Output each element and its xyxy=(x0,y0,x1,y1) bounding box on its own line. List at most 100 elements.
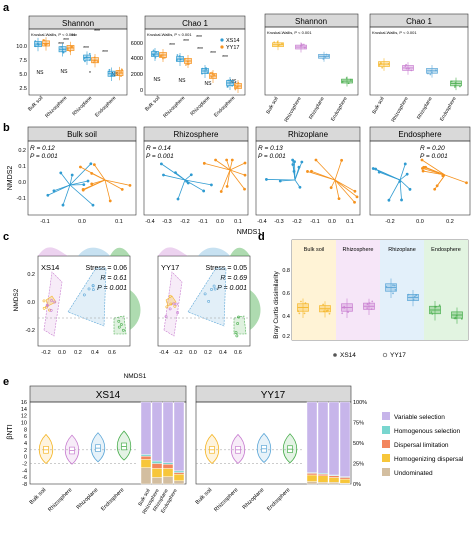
e2-bar-1-undominated xyxy=(317,482,329,485)
a1-xs14-box-2-point xyxy=(85,56,88,59)
e1-bar-2-dispersal xyxy=(162,464,174,469)
b3-frame xyxy=(255,140,361,216)
e2-bar-0-variable xyxy=(306,401,318,473)
c1-point xyxy=(45,303,49,307)
a3-box-0-point xyxy=(273,41,276,44)
a-chao1-genotype-panel: Chao 1 Kruskal-Wallis, P < 0.001 6000 40… xyxy=(131,15,246,119)
a2-xs14-box-2-point xyxy=(201,67,204,70)
c2-point xyxy=(203,292,207,296)
b2-xs14-point xyxy=(176,197,180,201)
e-ytick-11: 14 xyxy=(21,407,27,413)
e1-bar-0-undominated xyxy=(140,467,152,485)
c2-xtick-4: 0.4 xyxy=(219,350,227,356)
c1-name: XS14 xyxy=(41,263,59,272)
a2-sig-2: *** xyxy=(169,43,175,49)
b2-xs14-point xyxy=(202,189,206,193)
a4-box-2-point xyxy=(430,69,432,72)
e1-bar-3-homogenizing xyxy=(173,473,185,481)
b2-xs14-point xyxy=(159,162,163,166)
c1-xtick-0: -0.2 xyxy=(41,350,50,356)
a2-pair-2: NS xyxy=(205,81,213,87)
e1-xtick-0: Bulk soil xyxy=(29,487,48,506)
b3-yy17-spoke xyxy=(307,171,336,181)
e1-bar-1-dispersal xyxy=(151,463,163,469)
b4-xs14-spoke xyxy=(399,179,411,190)
c2-hull-rhizoplane xyxy=(187,267,227,327)
a1-frame xyxy=(28,28,128,96)
b1-xs14-spoke xyxy=(62,184,71,206)
c1-xtick-2: 0.2 xyxy=(74,350,82,356)
c1-point xyxy=(42,299,46,303)
a4-box-0-point xyxy=(378,64,381,66)
b2-xs14-spoke xyxy=(161,163,186,181)
c1-r: R = 0.61 xyxy=(100,275,127,282)
b3-yy17-point xyxy=(337,197,341,201)
d-ytick-1: 0.6 xyxy=(282,291,290,297)
d-xs14-box-3-point xyxy=(430,311,433,313)
d-yy17-box-1-point xyxy=(366,307,369,310)
d-group-bg-3 xyxy=(424,240,468,340)
e2-bar-1-dispersal xyxy=(317,473,329,477)
b2-frame xyxy=(143,140,249,216)
c2-point xyxy=(236,322,240,325)
b2-yy17-point xyxy=(225,158,229,162)
panel-letter-d: d xyxy=(258,231,265,243)
e2-xtick-2: Rhizoplane xyxy=(242,487,266,511)
a4-title: Chao 1 xyxy=(406,17,432,26)
b3-xtick-3: -0.1 xyxy=(310,219,319,225)
e-legend-swatch-homogenizing xyxy=(382,454,390,462)
b1-frame xyxy=(27,140,137,216)
a1-yy17-box-3-point xyxy=(120,75,122,78)
b2-xtick-2: -0.2 xyxy=(180,219,189,225)
a3-box-3-point xyxy=(345,77,348,79)
d-group-3: Endosphere xyxy=(431,247,461,253)
b1-xtick-2: 0.1 xyxy=(115,219,123,225)
d-xs14-box-2-point xyxy=(392,284,394,287)
a4-box-1-point xyxy=(408,67,410,70)
d-xs14-box-2-point xyxy=(394,288,397,291)
a2-sig-1: *** xyxy=(183,39,189,45)
e2-bar-3-homogenizing xyxy=(339,478,351,484)
b2-p: P = 0.001 xyxy=(146,153,174,160)
a4-xtick-3: Endosphere xyxy=(439,96,458,123)
b4-r: R = 0.20 xyxy=(420,145,445,152)
b3-yy17-point xyxy=(329,186,333,190)
b4-yy17-spoke xyxy=(423,166,446,176)
b3-p: P = 0.001 xyxy=(258,153,286,160)
a2-xs14-box-0-point xyxy=(152,49,155,52)
b-ytick-1: 0.1 xyxy=(18,164,26,170)
d-xs14-box-3-point xyxy=(438,304,441,307)
a4-box-3-point xyxy=(450,80,453,83)
c2-point xyxy=(164,315,168,318)
b3-r: R = 0.13 xyxy=(258,145,283,152)
a2-ytick-3: 0 xyxy=(140,88,143,94)
b4-yy17-point xyxy=(433,187,437,191)
b4-xs14-point xyxy=(403,162,407,166)
e1-bar-2-homogenizing xyxy=(162,468,174,477)
e1-bar-1-homogenizing xyxy=(151,468,163,478)
a2-xs14-box-1-point xyxy=(175,59,178,62)
d-group-bg-1 xyxy=(336,240,380,340)
b3-yy17-spoke xyxy=(330,179,336,188)
b4-xtick-2: 0.2 xyxy=(446,219,454,225)
a2-yy17-box-1-point xyxy=(184,64,187,66)
a2-xs14-box-3-point xyxy=(229,79,232,82)
e-legend-variable: Variable selection xyxy=(394,414,445,421)
b-xlabel: NMDS1 xyxy=(237,229,262,236)
b2-yy17-point xyxy=(214,158,217,162)
b1-xs14-point xyxy=(61,203,65,207)
panel-letter-c: c xyxy=(3,231,9,243)
b2-xtick-5: 0.1 xyxy=(234,219,242,225)
a1-xs14-box-1-point xyxy=(60,46,63,48)
a3-box-2-point xyxy=(324,56,327,58)
a3-frame xyxy=(264,26,359,96)
a4-box-2-point xyxy=(426,72,429,75)
a3-box-3-point xyxy=(349,78,352,81)
a3-title: Shannon xyxy=(295,17,327,26)
b2-xtick-4: 0.0 xyxy=(216,219,224,225)
c2-point xyxy=(235,334,239,338)
a2-boxes xyxy=(151,48,242,93)
a1-yy17-box-1-point xyxy=(69,50,72,53)
b1-xs14-spoke xyxy=(69,184,94,206)
b4-xs14-spoke xyxy=(399,163,406,181)
